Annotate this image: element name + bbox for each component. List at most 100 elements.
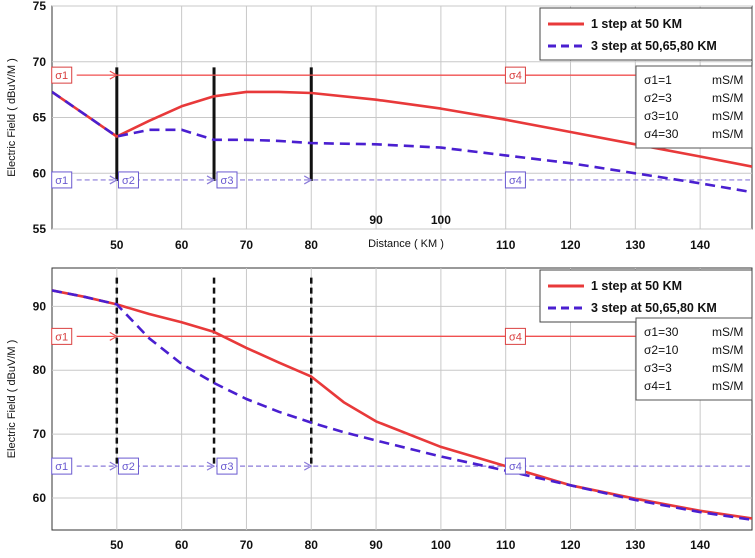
y-tick-label: 60 [33, 491, 47, 505]
conductivity-label-box [216, 457, 238, 475]
x-tick-label: 70 [240, 238, 254, 252]
conductivity-label: σ1 [51, 66, 73, 84]
conductivity-table: σ1=30 mS/M σ2=10 mS/M σ3=3 mS/M σ4=1 mS/M [635, 317, 753, 401]
conductivity-value: σ2=3 [644, 91, 672, 105]
conductivity-label: σ3 [216, 457, 238, 475]
x-tick-label: 120 [561, 238, 581, 252]
y-tick-label: 70 [33, 55, 47, 69]
conductivity-label-box [51, 327, 73, 345]
arrow-head [206, 175, 216, 185]
conductivity-label-text: σ4 [509, 461, 522, 473]
x-tick-label: 80 [305, 238, 319, 252]
legend: 1 step at 50 KM 3 step at 50,65,80 KM [539, 7, 753, 61]
y-tick-label: 70 [33, 427, 47, 441]
series-line-three-step [52, 90, 752, 194]
x-tick-label: 140 [690, 538, 710, 552]
x-tick-label: 110 [496, 538, 516, 552]
conductivity-label-box [504, 327, 526, 345]
x-tick-label: 60 [175, 538, 189, 552]
conductivity-label: σ4 [504, 66, 526, 84]
conductivity-label-text: σ4 [509, 331, 522, 343]
conductivity-unit: mS/M [712, 325, 743, 339]
legend: 1 step at 50 KM 3 step at 50,65,80 KM [539, 269, 753, 323]
x-tick-label: 50 [110, 238, 124, 252]
conductivity-value: σ3=3 [644, 361, 672, 375]
conductivity-label-box [117, 171, 139, 189]
conductivity-label-box [51, 457, 73, 475]
conductivity-label-text: σ2 [122, 175, 135, 187]
conductivity-label-text: σ1 [55, 70, 68, 82]
conductivity-value: σ1=1 [644, 73, 672, 87]
conductivity-table: σ1=1 mS/M σ2=3 mS/M σ3=10 mS/M σ4=30 mS/M [635, 65, 753, 149]
conductivity-label-box [51, 171, 73, 189]
legend-label: 3 step at 50,65,80 KM [591, 301, 717, 315]
x-tick-label: 50 [110, 538, 124, 552]
conductivity-label-text: σ1 [55, 461, 68, 473]
conductivity-value: σ4=1 [644, 379, 672, 393]
x-tick-label: 120 [561, 538, 581, 552]
x-tick-label: 110 [496, 238, 516, 252]
conductivity-unit: mS/M [712, 361, 743, 375]
conductivity-value: σ2=10 [644, 343, 679, 357]
arrow-head [109, 461, 119, 471]
x-tick-label: 100 [431, 538, 451, 552]
conductivity-value: σ1=30 [644, 325, 679, 339]
conductivity-unit: mS/M [712, 127, 743, 141]
conductivity-table-box [635, 317, 753, 401]
conductivity-label: σ1 [51, 171, 73, 189]
conductivity-unit: mS/M [712, 343, 743, 357]
x-tick-label: 60 [175, 238, 189, 252]
conductivity-label-text: σ1 [55, 175, 68, 187]
legend-label: 1 step at 50 KM [591, 279, 682, 293]
x-axis-label: Distance ( KM ) [368, 238, 444, 250]
conductivity-label: σ4 [504, 457, 526, 475]
arrow-head [303, 175, 313, 185]
conductivity-unit: mS/M [712, 73, 743, 87]
arrow-head [206, 461, 216, 471]
conductivity-label: σ3 [216, 171, 238, 189]
conductivity-label: σ2 [117, 457, 139, 475]
x-tick-label: 90 [369, 538, 383, 552]
conductivity-label-box [504, 171, 526, 189]
conductivity-label-box [504, 457, 526, 475]
conductivity-label: σ4 [504, 171, 526, 189]
conductivity-label-box [216, 171, 238, 189]
x-tick-label: 130 [625, 538, 645, 552]
y-tick-label: 75 [33, 0, 47, 13]
x-tick-label: 130 [625, 238, 645, 252]
legend-box [539, 7, 753, 61]
conductivity-table-box [635, 65, 753, 149]
conductivity-value: σ3=10 [644, 109, 679, 123]
conductivity-value: σ4=30 [644, 127, 679, 141]
x-tick-label: 90 [369, 213, 383, 227]
conductivity-label-text: σ3 [221, 175, 234, 187]
conductivity-label-text: σ4 [509, 175, 522, 187]
y-tick-label: 55 [33, 222, 47, 236]
x-tick-label: 100 [431, 213, 451, 227]
y-tick-label: 80 [33, 363, 47, 377]
y-tick-label: 65 [33, 111, 47, 125]
legend-label: 1 step at 50 KM [591, 17, 682, 31]
y-tick-label: 60 [33, 166, 47, 180]
chart-panel-bottom: 50 60 70 80 90 100 110 120 130 140 60 70 80 90 Electri… [6, 267, 753, 552]
conductivity-label: σ1 [51, 457, 73, 475]
conductivity-unit: mS/M [712, 109, 743, 123]
x-tick-label: 140 [690, 238, 710, 252]
conductivity-label: σ1 [51, 327, 73, 345]
chart-panel-top: 50 60 70 80 110 120 130 140 90 100 55 60 65 70 75 Dista… [6, 0, 753, 252]
series-line-one-step [52, 90, 752, 168]
arrow-head [109, 175, 119, 185]
legend-label: 3 step at 50,65,80 KM [591, 39, 717, 53]
x-tick-label: 70 [240, 538, 254, 552]
x-tick-label: 80 [305, 538, 319, 552]
conductivity-unit: mS/M [712, 379, 743, 393]
conductivity-label-text: σ1 [55, 331, 68, 343]
conductivity-label-text: σ3 [221, 461, 234, 473]
conductivity-label-box [504, 66, 526, 84]
arrow-head [303, 461, 313, 471]
series-line-three-step [52, 289, 752, 522]
y-axis-label: Electric Field ( dBuV/M ) [6, 58, 18, 177]
y-axis-label: Electric Field ( dBuV/M ) [6, 340, 18, 459]
